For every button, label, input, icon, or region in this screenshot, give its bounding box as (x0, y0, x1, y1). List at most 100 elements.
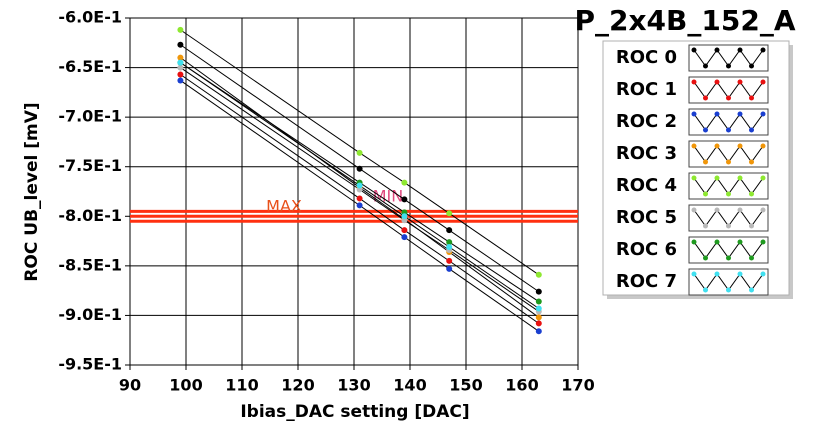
legend-marker (703, 95, 708, 101)
data-point (401, 196, 408, 203)
y-axis-title: ROC UB_level [mV] (22, 102, 42, 281)
annotation: MAX (266, 197, 302, 216)
legend-marker (726, 159, 731, 165)
data-point (535, 314, 542, 321)
x-tick-label: 170 (561, 376, 594, 395)
legend-marker (714, 239, 720, 245)
legend-marker (737, 175, 743, 181)
x-axis-title: Ibias_DAC setting [DAC] (240, 402, 469, 422)
legend-marker (714, 271, 720, 277)
legend-marker (749, 191, 754, 197)
data-point (401, 227, 408, 234)
legend-icon (688, 268, 769, 296)
data-point (177, 26, 184, 33)
data-point (446, 265, 453, 272)
x-tick-label: 140 (393, 376, 426, 395)
data-point (356, 149, 363, 156)
legend-marker (691, 207, 697, 213)
data-point (177, 71, 184, 78)
data-point (177, 77, 184, 84)
legend-marker (714, 143, 720, 149)
data-point (446, 244, 453, 251)
data-point (401, 234, 408, 241)
data-point (446, 239, 453, 246)
legend-marker (737, 207, 743, 213)
legend-marker (737, 143, 743, 149)
data-point (401, 179, 408, 186)
data-point (535, 288, 542, 295)
legend-label: ROC 1 (616, 79, 677, 100)
x-tick-label: 90 (119, 376, 141, 395)
legend-marker (749, 159, 754, 165)
data-point (535, 305, 542, 312)
legend-marker (737, 239, 743, 245)
legend-marker (760, 143, 766, 149)
data-point (356, 182, 363, 189)
y-tick-label: -9.0E-1 (58, 305, 122, 324)
legend-label: ROC 7 (616, 271, 677, 292)
legend-marker (703, 287, 708, 293)
legend-marker (703, 191, 708, 197)
legend-marker (703, 127, 708, 133)
legend-marker (760, 111, 766, 117)
legend-label: ROC 4 (616, 175, 677, 196)
annotation: MIN (373, 187, 404, 206)
legend-marker (749, 95, 754, 101)
data-point (177, 41, 184, 48)
legend-marker (691, 143, 697, 149)
legend-marker (714, 79, 720, 85)
data-point (535, 271, 542, 278)
legend-marker (726, 63, 731, 69)
legend-marker (726, 95, 731, 101)
legend-marker (703, 159, 708, 165)
y-tick-label: -8.5E-1 (58, 255, 122, 274)
data-point (535, 328, 542, 335)
legend-marker (691, 79, 697, 85)
y-tick-label: -6.0E-1 (58, 8, 122, 27)
legend-marker (760, 239, 766, 245)
legend-marker (726, 287, 731, 293)
data-point (535, 298, 542, 305)
y-tick-label: -8.0E-1 (58, 206, 122, 225)
legend-label: ROC 6 (616, 239, 677, 260)
legend-label: ROC 2 (616, 111, 677, 132)
legend-label: ROC 3 (616, 143, 677, 164)
x-tick-label: 150 (449, 376, 482, 395)
legend-marker (737, 79, 743, 85)
data-point (446, 210, 453, 217)
data-point (177, 54, 184, 61)
legend-marker (726, 255, 731, 261)
legend-marker (749, 255, 754, 261)
legend-marker (760, 271, 766, 277)
legend-marker (714, 111, 720, 117)
x-tick-label: 110 (225, 376, 258, 395)
legend-marker (737, 47, 743, 53)
data-point (446, 257, 453, 264)
data-point (177, 64, 184, 71)
data-point (356, 165, 363, 172)
chart-title: P_2x4B_152_A (574, 4, 795, 37)
legend-label: ROC 5 (616, 207, 677, 228)
legend-marker (749, 127, 754, 133)
legend-marker (760, 175, 766, 181)
x-tick-label: 100 (169, 376, 202, 395)
legend-marker (760, 207, 766, 213)
y-tick-label: -9.5E-1 (58, 355, 122, 374)
y-tick-label: -7.0E-1 (58, 107, 122, 126)
legend-marker (749, 223, 754, 229)
legend-marker (714, 175, 720, 181)
data-point (356, 202, 363, 209)
data-point (446, 227, 453, 234)
legend-marker (691, 47, 697, 53)
legend-marker (691, 175, 697, 181)
legend-marker (737, 271, 743, 277)
data-point (177, 59, 184, 66)
legend-marker (726, 191, 731, 197)
legend-marker (749, 63, 754, 69)
legend-label: ROC 0 (616, 47, 677, 68)
data-point (535, 320, 542, 327)
legend-marker (726, 223, 731, 229)
legend-marker (714, 207, 720, 213)
legend-marker (714, 47, 720, 53)
